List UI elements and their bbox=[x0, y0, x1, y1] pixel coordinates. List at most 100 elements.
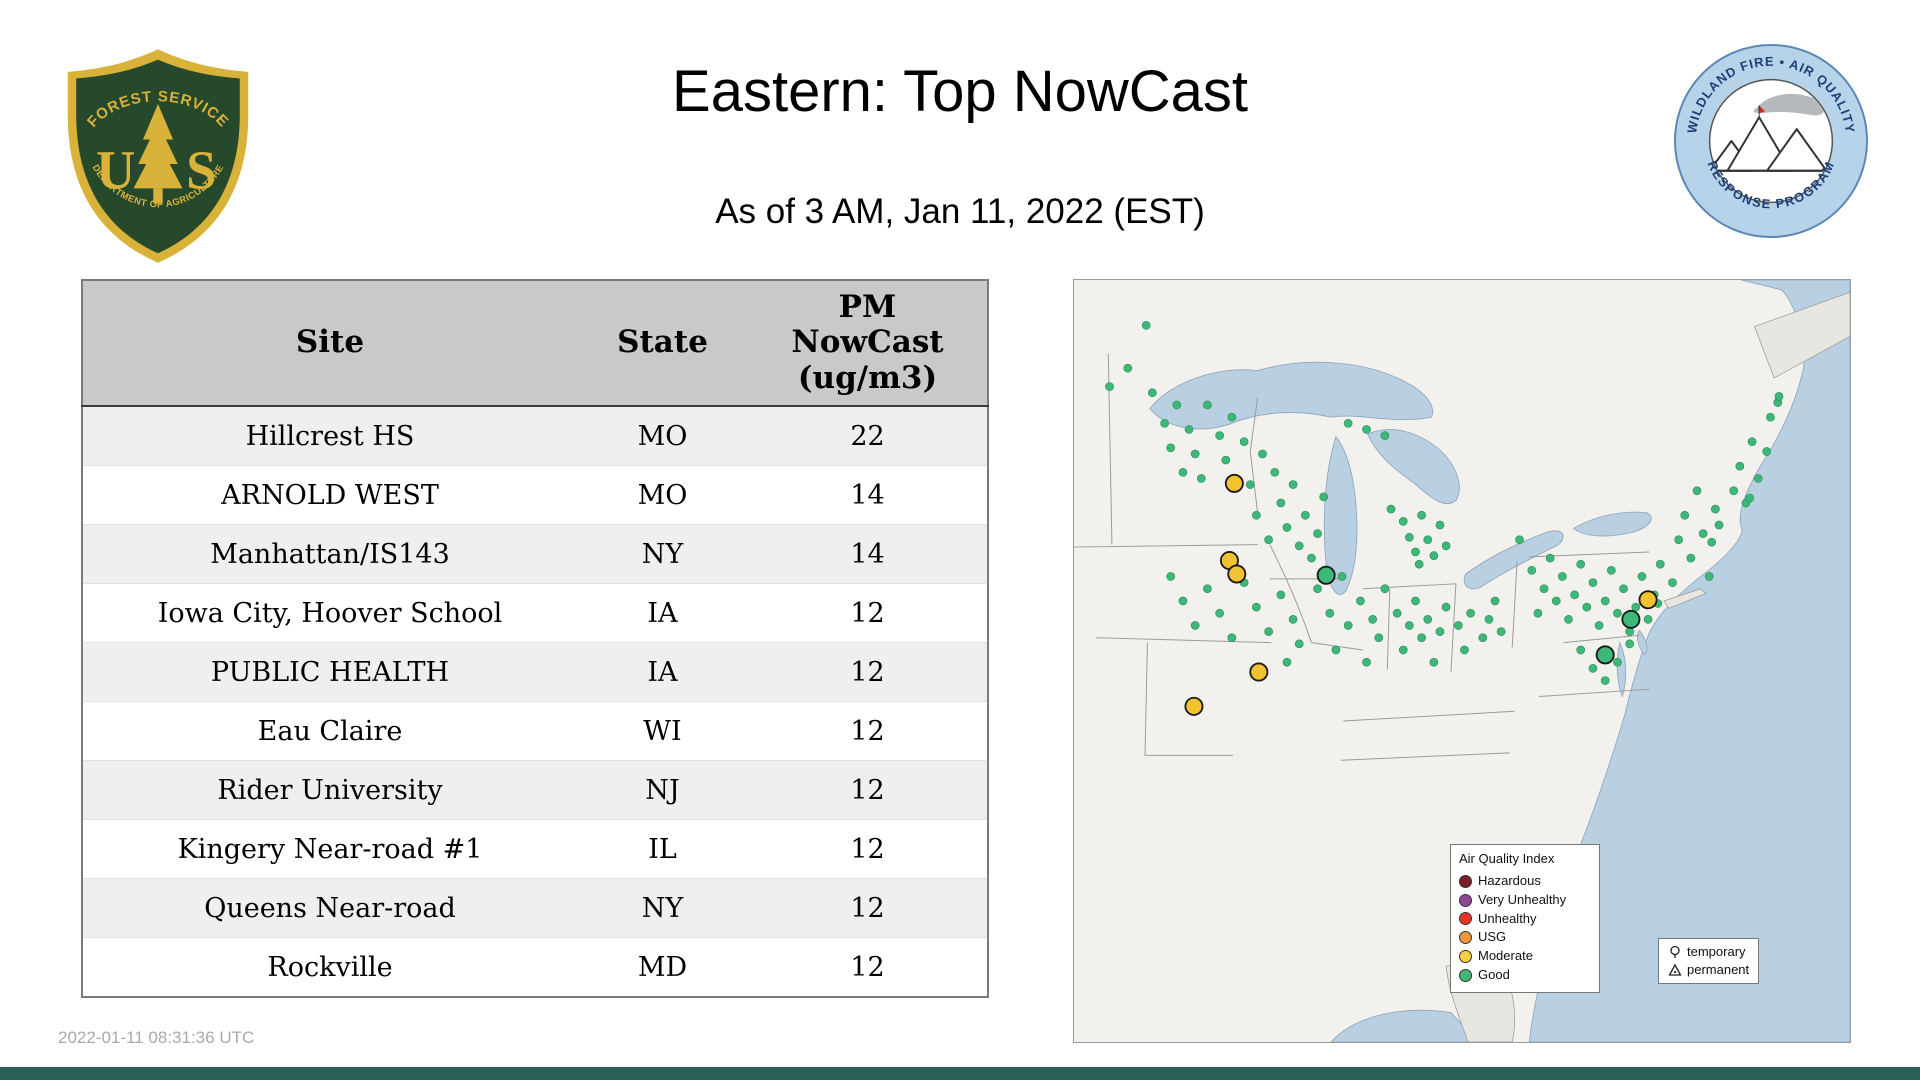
monitor-dot-good[interactable] bbox=[1613, 657, 1622, 667]
monitor-dot-good[interactable] bbox=[1515, 535, 1524, 545]
monitor-dot-good[interactable] bbox=[1576, 559, 1586, 569]
monitor-dot-good[interactable] bbox=[1105, 382, 1114, 391]
monitor-dot-good[interactable] bbox=[1539, 584, 1549, 594]
monitor-dot-good[interactable] bbox=[1478, 633, 1488, 643]
monitor-dot-good[interactable] bbox=[1196, 474, 1206, 483]
monitor-dot-good[interactable] bbox=[1576, 645, 1586, 655]
monitor-dot-good[interactable] bbox=[1594, 621, 1604, 630]
monitor-dot-good[interactable] bbox=[1252, 510, 1261, 520]
monitor-dot-good[interactable] bbox=[1558, 572, 1567, 581]
monitor-dot-good[interactable] bbox=[1276, 498, 1286, 508]
monitor-dot-good[interactable] bbox=[1496, 627, 1506, 636]
monitor-marker-good[interactable] bbox=[1621, 609, 1641, 629]
monitor-dot-good[interactable] bbox=[1680, 510, 1690, 520]
monitor-dot-good[interactable] bbox=[1745, 493, 1754, 503]
monitor-dot-good[interactable] bbox=[1762, 447, 1772, 456]
monitor-dot-good[interactable] bbox=[1221, 455, 1231, 465]
monitor-dot-good[interactable] bbox=[1707, 537, 1717, 547]
monitor-dot-good[interactable] bbox=[1166, 443, 1176, 453]
monitor-dot-good[interactable] bbox=[1307, 553, 1316, 563]
monitor-dot-good[interactable] bbox=[1466, 608, 1475, 618]
monitor-dot-good[interactable] bbox=[1386, 504, 1396, 514]
monitor-dot-good[interactable] bbox=[1141, 320, 1151, 330]
monitor-dot-good[interactable] bbox=[1203, 400, 1212, 410]
monitor-dot-good[interactable] bbox=[1368, 614, 1377, 624]
monitor-dot-good[interactable] bbox=[1698, 529, 1708, 538]
monitor-dot-good[interactable] bbox=[1282, 657, 1292, 667]
monitor-dot-good[interactable] bbox=[1398, 516, 1408, 526]
monitor-dot-good[interactable] bbox=[1460, 645, 1469, 655]
monitor-marker-moderate[interactable] bbox=[1638, 590, 1658, 610]
monitor-marker-moderate[interactable] bbox=[1224, 473, 1244, 493]
monitor-dot-good[interactable] bbox=[1490, 596, 1500, 606]
monitor-dot-good[interactable] bbox=[1570, 590, 1579, 600]
monitor-dot-good[interactable] bbox=[1435, 627, 1445, 636]
monitor-dot-good[interactable] bbox=[1294, 541, 1304, 551]
monitor-dot-good[interactable] bbox=[1190, 449, 1200, 459]
monitor-dot-good[interactable] bbox=[1313, 584, 1322, 594]
monitor-dot-good[interactable] bbox=[1215, 608, 1224, 618]
monitor-dot-good[interactable] bbox=[1227, 633, 1237, 643]
monitor-dot-good[interactable] bbox=[1484, 614, 1494, 624]
monitor-dot-good[interactable] bbox=[1178, 596, 1188, 606]
monitor-dot-good[interactable] bbox=[1380, 584, 1390, 594]
monitor-dot-good[interactable] bbox=[1325, 608, 1335, 618]
monitor-dot-good[interactable] bbox=[1123, 363, 1133, 373]
monitor-dot-good[interactable] bbox=[1288, 480, 1298, 489]
monitor-dot-good[interactable] bbox=[1692, 486, 1702, 496]
monitor-dot-good[interactable] bbox=[1337, 572, 1347, 581]
monitor-dot-good[interactable] bbox=[1411, 547, 1420, 557]
monitor-dot-good[interactable] bbox=[1637, 572, 1647, 581]
monitor-dot-good[interactable] bbox=[1643, 614, 1653, 624]
monitor-dot-good[interactable] bbox=[1356, 596, 1365, 606]
monitor-dot-good[interactable] bbox=[1392, 608, 1402, 618]
monitor-dot-good[interactable] bbox=[1270, 467, 1280, 477]
monitor-dot-good[interactable] bbox=[1564, 614, 1573, 624]
monitor-dot-good[interactable] bbox=[1753, 474, 1763, 483]
monitor-dot-good[interactable] bbox=[1300, 510, 1310, 520]
monitor-dot-good[interactable] bbox=[1711, 504, 1720, 514]
monitor-dot-good[interactable] bbox=[1545, 553, 1555, 563]
monitor-dot-good[interactable] bbox=[1423, 535, 1433, 545]
monitor-dot-good[interactable] bbox=[1441, 602, 1451, 612]
monitor-dot-good[interactable] bbox=[1417, 510, 1426, 520]
monitor-dot-good[interactable] bbox=[1282, 523, 1292, 532]
monitor-marker-moderate[interactable] bbox=[1249, 662, 1269, 682]
monitor-dot-good[interactable] bbox=[1178, 467, 1188, 477]
monitor-dot-good[interactable] bbox=[1215, 431, 1224, 440]
monitor-dot-good[interactable] bbox=[1405, 532, 1414, 542]
monitor-marker-good[interactable] bbox=[1595, 645, 1615, 665]
monitor-dot-good[interactable] bbox=[1147, 388, 1157, 398]
monitor-dot-good[interactable] bbox=[1582, 602, 1592, 612]
monitor-marker-moderate[interactable] bbox=[1227, 564, 1247, 584]
monitor-marker-good[interactable] bbox=[1316, 565, 1336, 585]
monitor-dot-good[interactable] bbox=[1735, 461, 1745, 471]
monitor-dot-good[interactable] bbox=[1533, 608, 1543, 618]
monitor-dot-good[interactable] bbox=[1453, 621, 1463, 630]
monitor-dot-good[interactable] bbox=[1166, 572, 1176, 581]
monitor-dot-good[interactable] bbox=[1343, 621, 1353, 630]
monitor-dot-good[interactable] bbox=[1362, 657, 1371, 667]
monitor-marker-moderate[interactable] bbox=[1184, 696, 1204, 716]
monitor-dot-good[interactable] bbox=[1429, 657, 1439, 667]
monitor-dot-good[interactable] bbox=[1435, 520, 1445, 530]
monitor-dot-good[interactable] bbox=[1423, 614, 1433, 624]
monitor-dot-good[interactable] bbox=[1729, 486, 1739, 496]
monitor-dot-good[interactable] bbox=[1294, 639, 1304, 649]
monitor-dot-good[interactable] bbox=[1245, 480, 1255, 489]
monitor-dot-good[interactable] bbox=[1203, 584, 1212, 594]
monitor-dot-good[interactable] bbox=[1588, 664, 1598, 673]
monitor-dot-good[interactable] bbox=[1398, 645, 1408, 655]
monitor-dot-good[interactable] bbox=[1551, 596, 1561, 606]
monitor-dot-good[interactable] bbox=[1588, 578, 1598, 587]
monitor-dot-good[interactable] bbox=[1429, 551, 1439, 560]
monitor-dot-good[interactable] bbox=[1600, 596, 1610, 606]
monitor-dot-good[interactable] bbox=[1380, 431, 1390, 440]
monitor-dot-good[interactable] bbox=[1774, 392, 1784, 401]
monitor-dot-good[interactable] bbox=[1655, 559, 1665, 569]
monitor-dot-good[interactable] bbox=[1405, 621, 1414, 630]
monitor-dot-good[interactable] bbox=[1668, 578, 1677, 587]
monitor-dot-good[interactable] bbox=[1527, 565, 1537, 575]
monitor-dot-good[interactable] bbox=[1606, 565, 1616, 575]
monitor-dot-good[interactable] bbox=[1674, 535, 1683, 545]
